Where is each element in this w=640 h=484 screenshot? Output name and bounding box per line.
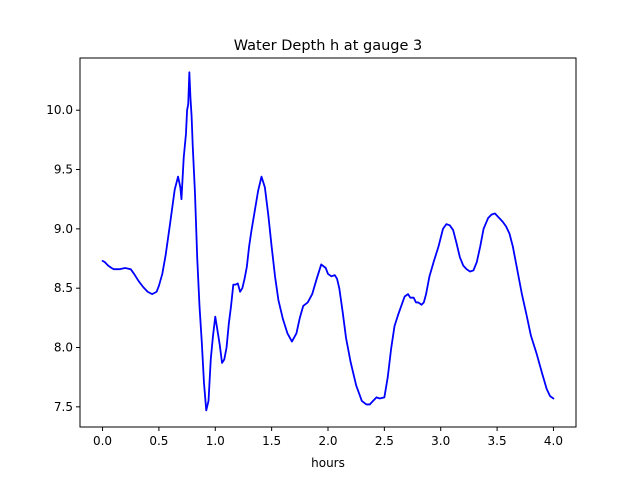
x-axis: 0.0 0.5 1.0 1.5 2.0 2.5 3.0 3.5 4.0 (93, 427, 563, 448)
y-axis: 7.5 8.0 8.5 9.0 9.5 10.0 (46, 103, 80, 414)
series-line-0 (101, 71, 555, 412)
y-tick-label: 9.0 (54, 222, 73, 236)
y-tick-label: 7.5 (54, 400, 73, 414)
x-tick-label: 0.0 (93, 434, 112, 448)
x-tick-label: 2.5 (375, 434, 394, 448)
x-axis-label: hours (311, 456, 345, 470)
y-tick-label: 8.5 (54, 281, 73, 295)
x-tick-label: 3.5 (488, 434, 507, 448)
x-tick-label: 2.0 (318, 434, 337, 448)
y-tick-label: 8.0 (54, 341, 73, 355)
x-tick-label: 0.5 (149, 434, 168, 448)
x-tick-label: 1.0 (206, 434, 225, 448)
y-tick-label: 9.5 (54, 163, 73, 177)
y-tick-label: 10.0 (46, 103, 73, 117)
chart-title: Water Depth h at gauge 3 (234, 38, 422, 54)
x-tick-label: 4.0 (544, 434, 563, 448)
x-tick-label: 3.0 (431, 434, 450, 448)
x-tick-label: 1.5 (262, 434, 281, 448)
